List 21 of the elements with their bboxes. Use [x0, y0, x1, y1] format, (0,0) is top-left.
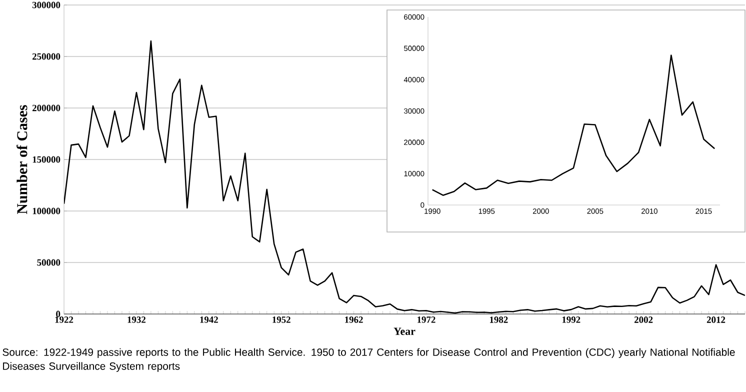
y-tick-label: 250000 — [32, 53, 60, 60]
y-tick-label: 50000 — [37, 259, 60, 266]
x-tick-label: 1952 — [272, 316, 290, 323]
y-tick-label: 0 — [56, 310, 60, 318]
x-tick-label: 2012 — [706, 316, 726, 323]
source-note: Source: 1922-1949 passive reports to the Public Health Service. 1950 to 2017 Centers for Disease Control and Prevention (CDC) yearly National Notifiable Diseases Surveillance System reports — [2, 348, 735, 372]
x-tick-label: 1942 — [200, 316, 218, 323]
y-tick-label: 100000 — [32, 208, 60, 214]
y-tick-label: 150000 — [32, 156, 60, 163]
y-tick-label: 200000 — [32, 104, 60, 112]
line-series — [432, 54, 716, 196]
x-tick-label: 2002 — [634, 316, 653, 323]
y-axis-title: Number of Cases — [16, 105, 28, 214]
x-tick-label: 1972 — [418, 316, 436, 323]
x-tick-label: 1932 — [128, 316, 146, 323]
y-tick-label: 300000 — [32, 2, 60, 8]
x-tick-label: 1922 — [55, 316, 74, 323]
x-tick-label: 1982 — [490, 316, 508, 323]
x-axis-title: Year — [394, 328, 416, 336]
x-tick-label: 1962 — [345, 316, 363, 323]
x-tick-label: 1992 — [562, 316, 580, 323]
